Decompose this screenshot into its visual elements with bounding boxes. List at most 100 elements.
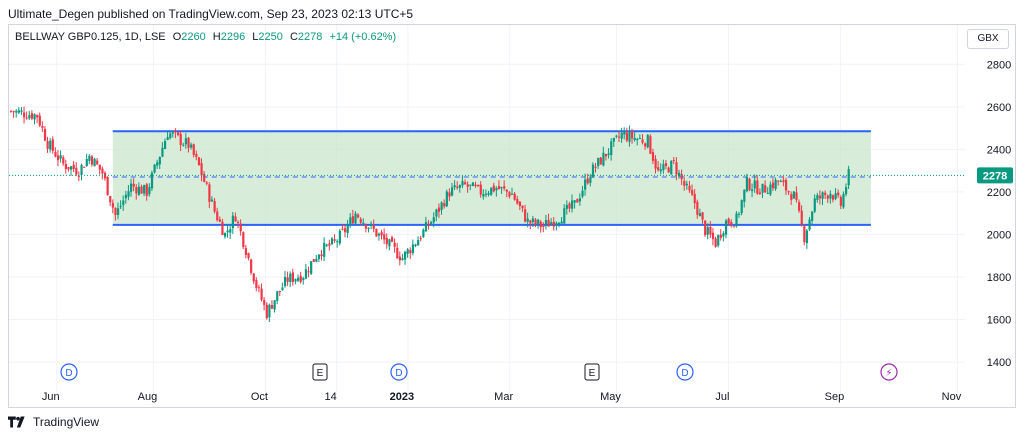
candle-body <box>411 244 415 254</box>
candle-body <box>719 234 722 238</box>
candle-body <box>555 222 558 225</box>
candle-body <box>119 205 122 207</box>
candle-body <box>518 201 522 207</box>
candle-body <box>779 181 782 183</box>
candle-body <box>370 223 373 226</box>
candle-body <box>638 138 642 140</box>
candle-body <box>808 219 811 230</box>
candle-body <box>440 202 443 210</box>
candle-body <box>359 218 362 223</box>
candle-body <box>534 219 537 225</box>
candle-body <box>544 220 548 225</box>
candle-body <box>265 304 268 319</box>
close-label: C <box>289 31 298 43</box>
candle-body <box>124 194 128 199</box>
candle-body <box>646 134 649 148</box>
candle-body <box>294 278 297 282</box>
candle-body <box>252 273 255 282</box>
candle-body <box>72 164 75 170</box>
high-label: H <box>212 31 221 43</box>
time-tick-label: Nov <box>942 391 962 403</box>
candle-body <box>782 180 785 182</box>
candle-body <box>200 163 203 176</box>
candle-body <box>727 218 730 224</box>
price-chart[interactable]: 1400 1600 1800 2000 2200 2400 2600 2800 2278 Jun A… <box>9 25 1015 407</box>
candle-body <box>192 144 195 156</box>
candle-body <box>492 185 495 192</box>
candle-body <box>711 232 715 240</box>
candle-body <box>111 202 114 208</box>
candle-body <box>714 238 717 247</box>
candle-body <box>163 141 167 149</box>
candle-body <box>283 276 287 287</box>
candle-body <box>237 222 240 224</box>
candle-body <box>764 185 767 193</box>
candle-body <box>443 203 446 207</box>
time-tick-label: Oct <box>251 391 268 403</box>
candle-body <box>623 132 626 135</box>
candle-body <box>409 250 412 254</box>
price-tick-label: 2600 <box>987 102 1011 114</box>
currency-button[interactable]: GBX <box>967 29 1009 49</box>
candle-body <box>289 273 292 283</box>
dividend-marker <box>676 363 694 381</box>
candle-body <box>427 223 430 226</box>
time-tick-label: Sep <box>825 391 845 403</box>
candle-body <box>419 238 422 240</box>
candle-body <box>390 237 394 242</box>
last-price-badge <box>977 167 1013 184</box>
candle-body <box>273 300 276 310</box>
candle-body <box>659 169 662 172</box>
candle-body <box>677 172 681 177</box>
candle-body <box>458 185 462 188</box>
candle-body <box>195 153 198 157</box>
candle-body <box>675 162 678 175</box>
time-tick-label: Mar <box>494 391 513 403</box>
candle-body <box>604 153 608 157</box>
candle-body <box>732 226 735 228</box>
candle-body <box>291 272 295 282</box>
candle-body <box>247 253 250 259</box>
candle-body <box>398 256 401 261</box>
chart-panel[interactable]: 1400 1600 1800 2000 2200 2400 2600 2800 2278 Jun A… <box>8 24 1016 408</box>
candle-body <box>610 141 613 156</box>
candle-body <box>62 157 65 164</box>
tradingview-logo-icon <box>8 416 25 428</box>
candle-body <box>565 204 568 209</box>
candle-body <box>824 192 827 195</box>
candle-body <box>83 166 86 168</box>
candle-body <box>20 110 23 112</box>
candle-body <box>432 217 435 223</box>
candle-body <box>453 185 456 188</box>
candle-body <box>226 230 229 233</box>
candle-body <box>357 214 360 218</box>
candle-body <box>64 164 67 169</box>
candle-body <box>784 180 788 191</box>
candle-body <box>657 167 660 171</box>
candle-body <box>101 168 104 174</box>
candle-body <box>341 228 344 230</box>
event-marker-label: E <box>589 368 596 379</box>
candle-body <box>17 110 21 113</box>
time-tick-label: 2023 <box>390 391 414 403</box>
candle-body <box>670 160 673 175</box>
candle-body <box>385 237 388 245</box>
candle-body <box>216 211 219 221</box>
candle-body <box>106 176 109 196</box>
candle-body <box>837 192 840 196</box>
earnings-marker <box>312 363 328 381</box>
candle-body <box>377 233 381 236</box>
low-value: 2250 <box>258 31 283 43</box>
candle-body <box>526 218 529 222</box>
candle-body <box>688 185 691 191</box>
candle-body <box>667 167 670 173</box>
candle-body <box>156 162 159 166</box>
symbol-legend: BELLWAY GBP0.125, 1D, LSE O2260 H2296 L2… <box>15 31 396 43</box>
candle-body <box>263 300 266 305</box>
candle-body <box>10 110 13 112</box>
candle-body <box>130 183 133 192</box>
candle-body <box>576 199 579 203</box>
candle-body <box>325 244 328 246</box>
candle-body <box>150 172 154 189</box>
candle-body <box>800 210 803 225</box>
